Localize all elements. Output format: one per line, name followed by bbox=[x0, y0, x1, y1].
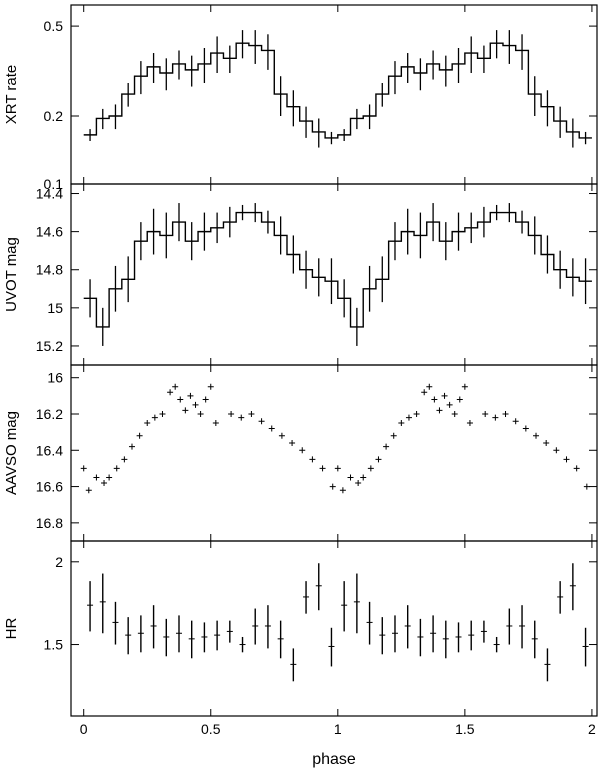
panel-3-data-point bbox=[451, 410, 458, 417]
panel-3-data-point bbox=[512, 418, 519, 425]
panel-3-data-point bbox=[426, 383, 433, 390]
panel-3-data-point bbox=[187, 392, 194, 399]
panel-4-ytick-label: 1.5 bbox=[44, 637, 64, 653]
panel-1-ytick-label: 0.1 bbox=[44, 176, 64, 192]
panel-3-data-point bbox=[482, 410, 489, 417]
panel-3-data-point bbox=[334, 465, 341, 472]
panel-3-data-point bbox=[456, 396, 463, 403]
panel-3-data-point bbox=[258, 418, 265, 425]
panel-3-data-point bbox=[192, 401, 199, 408]
panel-3-data-point bbox=[347, 474, 354, 481]
panel-3-ytick-label: 16.8 bbox=[36, 515, 63, 531]
panel-3-data-point bbox=[248, 410, 255, 417]
panel-3-data-point bbox=[101, 479, 108, 486]
panel-3-data-point bbox=[367, 465, 374, 472]
panel-3-data-point bbox=[113, 465, 120, 472]
panel-3-data-point bbox=[383, 443, 390, 450]
panel-3-data-point bbox=[106, 474, 113, 481]
panel-3-data-point bbox=[309, 456, 316, 463]
panel-3-ytick-label: 16 bbox=[47, 370, 63, 386]
panel-3-data-point bbox=[144, 420, 151, 427]
panel-3-data-point bbox=[121, 456, 128, 463]
panel-3-ytick-label: 16.6 bbox=[36, 479, 63, 495]
panel-3-data-point bbox=[360, 474, 367, 481]
panel-3-data-point bbox=[573, 465, 580, 472]
panel-1-ytick-label: 0.5 bbox=[44, 18, 64, 34]
panel-3-data-point bbox=[390, 432, 397, 439]
panel-2-ytick-label: 15.2 bbox=[36, 338, 63, 354]
x-tick-label: 2 bbox=[588, 721, 596, 737]
panel-3-data-point bbox=[466, 420, 473, 427]
panel-3-data-point bbox=[93, 474, 100, 481]
panel-2-frame bbox=[70, 183, 598, 366]
panel-3-data-point bbox=[172, 383, 179, 390]
panel-3-data-point bbox=[339, 487, 346, 494]
panel-3-data-point bbox=[431, 396, 438, 403]
panel-1-y-axis-label: XRT rate bbox=[3, 65, 20, 124]
panel-3-data-point bbox=[492, 414, 499, 421]
panel-3-frame bbox=[70, 364, 598, 542]
panel-3-data-point bbox=[502, 410, 509, 417]
x-tick-label: 1 bbox=[334, 721, 342, 737]
panel-3-data-point bbox=[329, 483, 336, 490]
panel-3-data-point bbox=[563, 456, 570, 463]
panel-3-data-point bbox=[177, 396, 184, 403]
panel-3-data-point bbox=[299, 447, 306, 454]
panel-3-data-point bbox=[289, 440, 296, 447]
panel-1-ytick-label: 0.2 bbox=[44, 108, 64, 124]
panel-4-frame bbox=[70, 540, 598, 717]
panel-3-data-point bbox=[278, 432, 285, 439]
panel-4-ytick-label: 2 bbox=[55, 554, 63, 570]
panel-3-data-point bbox=[202, 396, 209, 403]
x-tick-label: 1.5 bbox=[455, 721, 475, 737]
panel-3-data-point bbox=[128, 443, 135, 450]
panel-3-data-point bbox=[543, 440, 550, 447]
panel-3-data-point bbox=[355, 479, 362, 486]
panel-3-data-point bbox=[80, 465, 87, 472]
panel-2-ytick-label: 14.6 bbox=[36, 224, 63, 240]
panel-2-y-axis-label: UVOT mag bbox=[3, 237, 20, 312]
panel-2-ytick-label: 14.4 bbox=[36, 186, 63, 202]
panel-3-ytick-label: 16.2 bbox=[36, 406, 63, 422]
panel-3-y-axis-label: AAVSO mag bbox=[3, 411, 20, 495]
panel-3-data-point bbox=[522, 425, 529, 432]
panel-3-data-point bbox=[207, 383, 214, 390]
panel-3-data-point bbox=[136, 432, 143, 439]
panel-3-data-point bbox=[159, 410, 166, 417]
panel-3-data-point bbox=[421, 389, 428, 396]
panel-3-data-point bbox=[182, 407, 189, 414]
panel-3-data-point bbox=[268, 425, 275, 432]
panel-3-ytick-label: 16.4 bbox=[36, 442, 63, 458]
panel-3-data-point bbox=[212, 420, 219, 427]
panel-3-data-point bbox=[553, 447, 560, 454]
panel-2-step-line bbox=[83, 211, 592, 328]
panel-4-y-axis-label: HR bbox=[3, 618, 20, 640]
panel-3-data-point bbox=[446, 401, 453, 408]
panel-3-data-point bbox=[405, 414, 412, 421]
panel-2-ytick-label: 15 bbox=[47, 300, 63, 316]
panel-3-data-point bbox=[441, 392, 448, 399]
panel-3-data-point bbox=[413, 410, 420, 417]
x-tick-label: 0 bbox=[80, 721, 88, 737]
panel-3-data-point bbox=[167, 389, 174, 396]
panel-3-data-point bbox=[533, 432, 540, 439]
panel-3-data-point bbox=[228, 410, 235, 417]
panel-3-data-point bbox=[197, 410, 204, 417]
panel-3-data-point bbox=[436, 407, 443, 414]
panel-3-data-point bbox=[151, 414, 158, 421]
panel-3-data-point bbox=[583, 483, 590, 490]
x-axis-label: phase bbox=[312, 751, 356, 768]
panel-1-frame bbox=[70, 4, 598, 185]
panel-3-data-point bbox=[375, 456, 382, 463]
panel-2-ytick-label: 14.8 bbox=[36, 262, 63, 278]
panel-1-step-line bbox=[83, 42, 592, 139]
panel-3-data-point bbox=[238, 414, 245, 421]
x-tick-label: 0.5 bbox=[201, 721, 221, 737]
panel-3-data-point bbox=[398, 420, 405, 427]
panel-3-data-point bbox=[319, 465, 326, 472]
panel-3-data-point bbox=[461, 383, 468, 390]
panel-3-data-point bbox=[85, 487, 92, 494]
